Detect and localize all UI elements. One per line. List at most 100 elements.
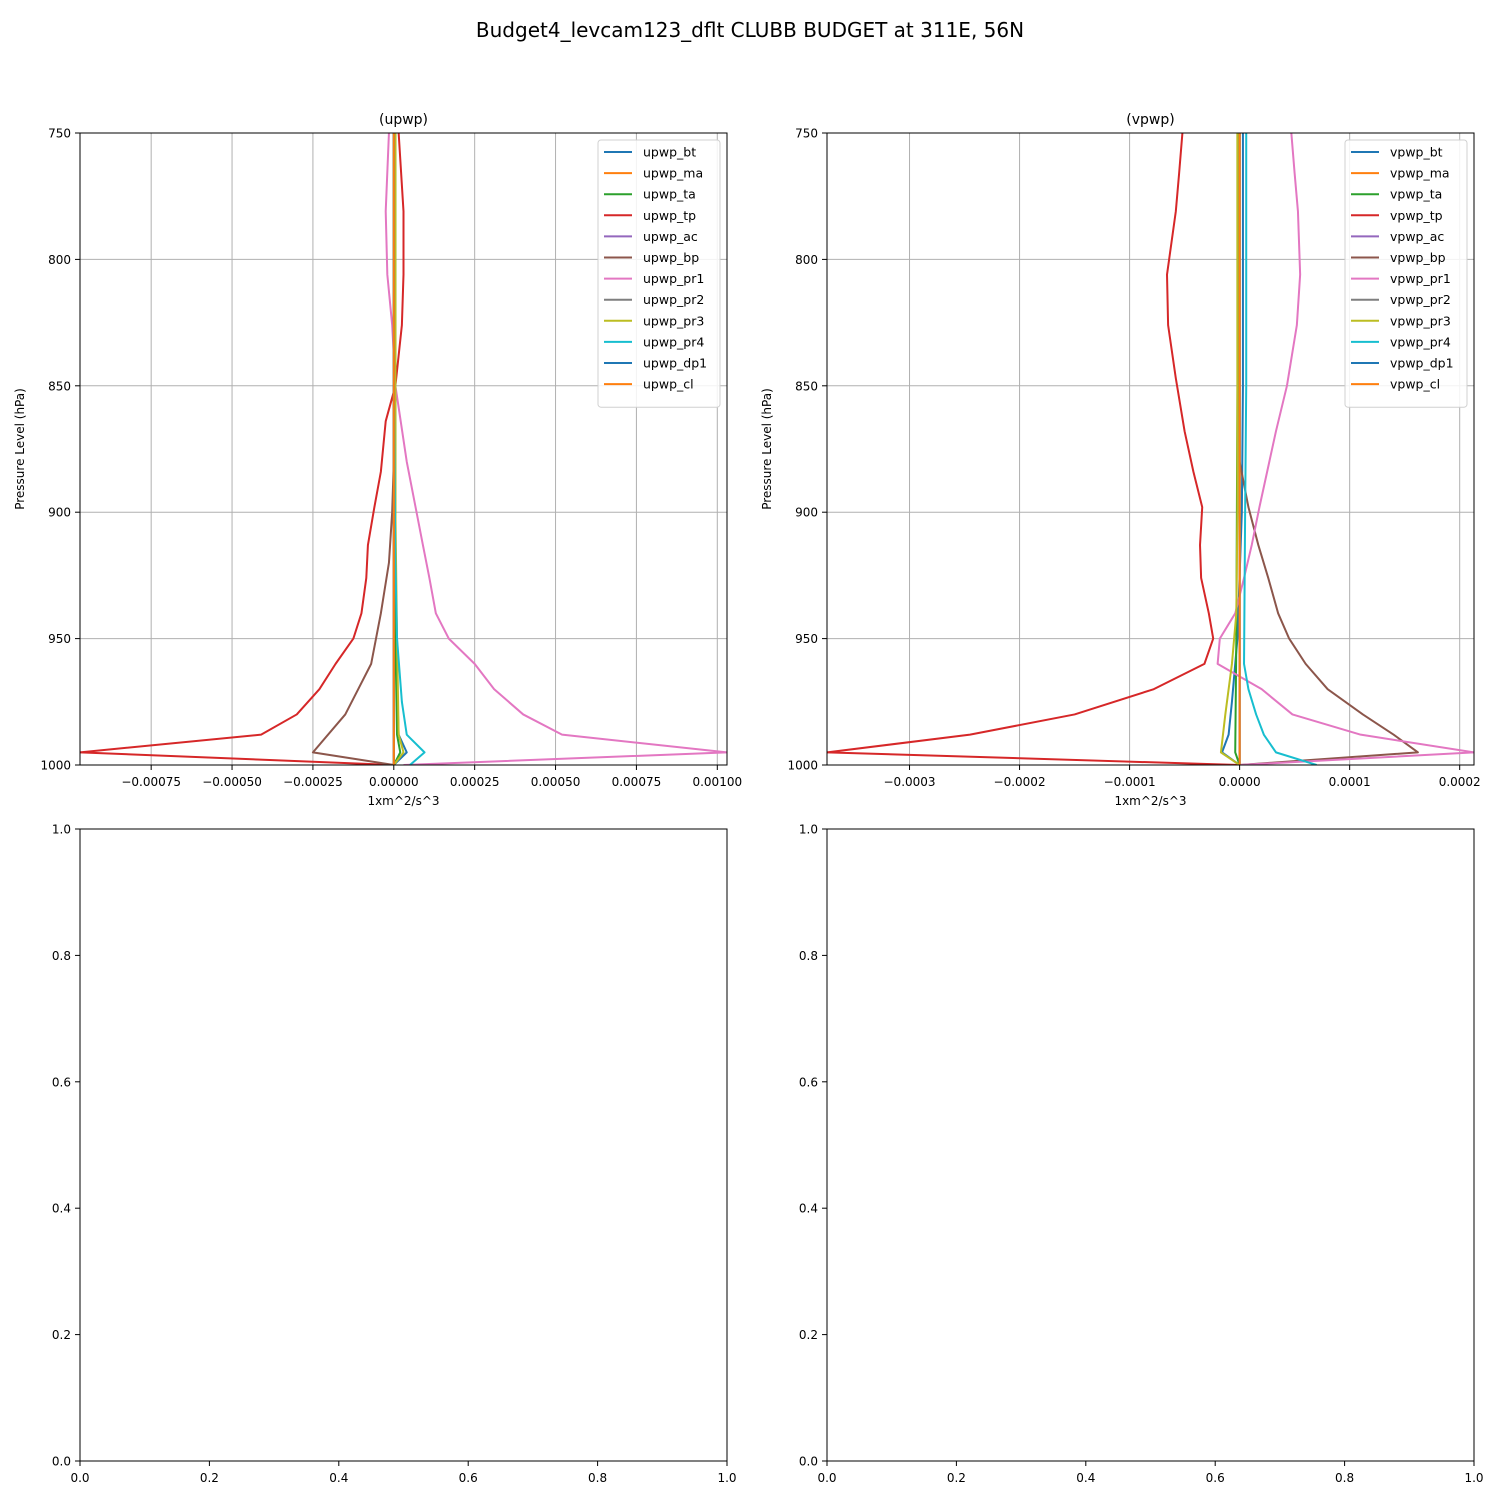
- series-group: [80, 133, 727, 765]
- x-tick-label: 0.6: [1206, 1471, 1225, 1485]
- y-tick-label: 1.0: [799, 823, 818, 837]
- x-tick-label: −0.00050: [202, 775, 262, 789]
- legend-label-vpwp_pr1: vpwp_pr1: [1390, 271, 1451, 286]
- x-tick-label: 0.00100: [692, 775, 742, 789]
- x-tick-label: 0.0: [70, 1471, 89, 1485]
- axes-frame: [826, 828, 1475, 1462]
- legend-box: [597, 139, 721, 408]
- x-tick-label: 1.0: [1464, 1471, 1483, 1485]
- x-tick-label: 0.00025: [450, 775, 500, 789]
- series-line-vpwp_pr3: [1219, 133, 1241, 765]
- y-tick-label: 1000: [787, 759, 818, 773]
- y-tick-label: 0.0: [52, 1455, 71, 1469]
- legend-label-vpwp_cl: vpwp_cl: [1390, 377, 1440, 392]
- legend-label-vpwp_ta: vpwp_ta: [1390, 187, 1442, 202]
- series-line-upwp_pr1: [384, 133, 727, 765]
- series-line-vpwp_bp: [1238, 133, 1419, 765]
- series-line-vpwp_pr1: [1216, 133, 1474, 765]
- legend-label-upwp_bt: upwp_bt: [643, 145, 696, 160]
- x-tick-label: 1.0: [717, 1471, 736, 1485]
- x-tick-label: 0.8: [588, 1471, 607, 1485]
- axes-frame: [79, 828, 728, 1462]
- legend: vpwp_bt vpwp_ma vpwp_ta vpwp_tp vpwp_ac vpwp_…: [1344, 139, 1468, 408]
- y-tick-label: 800: [48, 253, 71, 267]
- legend-box: [1344, 139, 1468, 408]
- y-tick-label: 800: [795, 253, 818, 267]
- x-tick-label: 0.4: [329, 1471, 348, 1485]
- x-tick-label: 0.0000: [1219, 775, 1261, 789]
- y-axis-label: Pressure Level (hPa): [760, 388, 774, 510]
- x-tick-label: −0.0002: [994, 775, 1046, 789]
- y-tick-label: 0.2: [52, 1328, 71, 1342]
- subplot-title: (vpwp): [1126, 112, 1174, 128]
- series-line-vpwp_bt: [1221, 133, 1244, 765]
- x-tick-label: 0.00050: [531, 775, 581, 789]
- y-tick-label: 900: [48, 506, 71, 520]
- legend-label-upwp_pr4: upwp_pr4: [643, 334, 704, 349]
- y-tick-label: 900: [795, 506, 818, 520]
- legend-label-upwp_pr2: upwp_pr2: [643, 292, 704, 307]
- y-tick-label: 0.6: [52, 1075, 71, 1089]
- x-tick-label: 0.00075: [612, 775, 662, 789]
- y-tick-label: 950: [795, 632, 818, 646]
- y-tick-label: 950: [48, 632, 71, 646]
- x-tick-label: 0.2: [200, 1471, 219, 1485]
- series-line-vpwp_tp: [827, 133, 1240, 765]
- x-tick-label: 0.6: [459, 1471, 478, 1485]
- legend-label-vpwp_pr4: vpwp_pr4: [1390, 334, 1451, 349]
- legend-label-vpwp_pr3: vpwp_pr3: [1390, 313, 1451, 328]
- x-tick-label: −0.00025: [283, 775, 343, 789]
- legend-label-vpwp_pr2: vpwp_pr2: [1390, 292, 1451, 307]
- y-tick-label: 750: [795, 127, 818, 141]
- legend-label-upwp_dp1: upwp_dp1: [643, 356, 707, 371]
- legend-label-upwp_ta: upwp_ta: [643, 187, 696, 202]
- y-tick-label: 0.4: [799, 1202, 818, 1216]
- y-tick-label: 750: [48, 127, 71, 141]
- axes-frame: [79, 132, 728, 766]
- x-tick-label: 0.00000: [369, 775, 419, 789]
- y-tick-label: 0.6: [799, 1075, 818, 1089]
- legend-label-vpwp_bp: vpwp_bp: [1390, 250, 1446, 265]
- legend-label-upwp_tp: upwp_tp: [643, 208, 696, 223]
- y-tick-label: 850: [48, 379, 71, 393]
- axes-frame: [826, 132, 1475, 766]
- x-tick-label: −0.0001: [1104, 775, 1156, 789]
- y-tick-label: 1000: [40, 759, 71, 773]
- x-tick-label: −0.0003: [884, 775, 936, 789]
- x-tick-label: −0.00075: [121, 775, 181, 789]
- y-tick-label: 0.0: [799, 1455, 818, 1469]
- series-line-vpwp_pr4: [1243, 133, 1317, 765]
- x-tick-label: 0.0: [817, 1471, 836, 1485]
- figure-suptitle: Budget4_levcam123_dflt CLUBB BUDGET at 3…: [476, 18, 1024, 42]
- series-line-upwp_pr3: [393, 133, 405, 765]
- x-tick-label: 0.8: [1335, 1471, 1354, 1485]
- subplot-2: 0.0 0.2 0.4 0.6 0.8 1.0 0.0 0.2 0.4 0.6 0.8 1.0: [52, 823, 737, 1486]
- x-axis-label: 1xm^2/s^3: [367, 794, 439, 808]
- legend-label-upwp_cl: upwp_cl: [643, 377, 694, 392]
- y-tick-label: 850: [795, 379, 818, 393]
- legend: upwp_bt upwp_ma upwp_ta upwp_tp upwp_ac upwp_…: [597, 139, 721, 408]
- y-tick-label: 0.8: [799, 949, 818, 963]
- x-tick-label: 0.0001: [1329, 775, 1371, 789]
- y-tick-label: 0.8: [52, 949, 71, 963]
- subplot-title: (upwp): [379, 112, 428, 128]
- x-tick-label: 0.0002: [1439, 775, 1481, 789]
- x-tick-label: 0.4: [1076, 1471, 1095, 1485]
- x-axis-label: 1xm^2/s^3: [1114, 794, 1186, 808]
- y-tick-label: 1.0: [52, 823, 71, 837]
- legend-label-upwp_bp: upwp_bp: [643, 250, 699, 265]
- y-tick-label: 0.2: [799, 1328, 818, 1342]
- legend-label-vpwp_ac: vpwp_ac: [1390, 229, 1444, 244]
- subplot-3: 0.0 0.2 0.4 0.6 0.8 1.0 0.0 0.2 0.4 0.6 0.8 1.0: [799, 823, 1484, 1486]
- subplot-0: −0.00075 −0.00050 −0.00025 0.00000 0.00025 0.…: [13, 112, 742, 808]
- series-group: [827, 133, 1474, 765]
- legend-label-vpwp_dp1: vpwp_dp1: [1390, 356, 1454, 371]
- legend-label-upwp_pr3: upwp_pr3: [643, 313, 704, 328]
- y-axis-label: Pressure Level (hPa): [13, 388, 27, 510]
- series-line-upwp_tp: [80, 133, 405, 765]
- subplot-1: −0.0003 −0.0002 −0.0001 0.0000 0.0001 0.0002 7…: [760, 112, 1481, 808]
- x-tick-label: 0.2: [947, 1471, 966, 1485]
- y-tick-label: 0.4: [52, 1202, 71, 1216]
- subplot-grid: −0.00075 −0.00050 −0.00025 0.00000 0.00025 0.…: [13, 112, 1484, 1485]
